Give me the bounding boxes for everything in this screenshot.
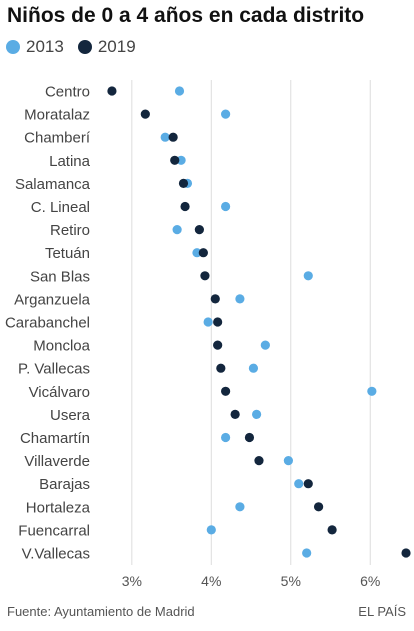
data-point-2013 [235,502,245,512]
data-point-2013 [260,340,270,350]
data-point-2019 [303,479,313,489]
data-point-2019 [194,225,204,235]
data-point-2013 [252,409,262,419]
legend: 2013 2019 [6,37,150,57]
chart-title: Niños de 0 a 4 años en cada distrito [7,4,365,27]
data-point-2019 [200,271,210,281]
data-point-2019 [313,502,324,512]
data-point-2013 [235,294,245,304]
category-label: Arganzuela [14,291,91,308]
data-point-2013 [302,548,312,558]
category-label: Chamartín [20,430,90,447]
category-label: Vicálvaro [29,384,90,401]
data-point-2019 [210,294,220,304]
category-label: Fuencarral [18,522,90,539]
x-tick-label: 3% [122,573,142,589]
data-point-2019 [198,248,208,258]
data-point-2019 [254,456,264,466]
data-point-2019 [401,548,411,558]
category-label: Chamberí [24,130,91,147]
data-point-2019 [244,432,255,443]
legend-dot-2013 [6,40,20,54]
data-point-2013 [174,86,185,96]
category-label: Usera [50,407,91,424]
data-point-2019 [178,178,189,188]
legend-dot-2019 [77,40,92,54]
data-point-2019 [107,86,117,96]
data-point-2019 [213,340,223,350]
category-label: C. Lineal [31,199,90,216]
data-point-2013 [203,317,213,327]
category-label: Barajas [39,476,90,493]
data-point-2019 [170,155,180,165]
category-label: V.Vallecas [22,546,90,563]
data-point-2019 [213,317,223,327]
category-label: Carabanchel [5,315,90,332]
category-label: Salamanca [15,176,91,193]
legend-label-2013: 2013 [26,37,64,56]
category-label: Moratalaz [24,107,90,124]
data-point-2013 [192,248,202,258]
category-label: San Blas [30,268,90,285]
category-label: Retiro [50,222,90,239]
data-point-2013 [367,386,377,396]
data-point-2013 [206,525,216,535]
data-point-2019 [180,201,190,212]
data-point-2013 [248,363,259,373]
category-label: Villaverde [24,453,90,470]
data-point-2019 [216,363,226,373]
category-label: P. Vallecas [18,361,90,378]
x-tick-label: 6% [360,573,380,589]
data-point-2013 [176,155,186,165]
data-point-2019 [230,409,240,419]
data-point-2013 [160,132,170,142]
data-point-2013 [221,201,231,212]
category-label: Centro [45,84,90,101]
brand-label: EL PAÍS [358,604,406,619]
source-note: Fuente: Ayuntamiento de Madrid [7,604,195,619]
dot-plot-chart: 3% 4% 5% 6% Centro Moratalaz Chamberí Latina Sal… [5,80,411,589]
data-point-2019 [140,109,150,119]
category-label: Hortaleza [26,499,91,516]
x-tick-label: 4% [201,573,221,589]
category-label: Tetuán [45,245,90,262]
data-point-2013 [303,271,313,281]
legend-item-2019: 2019 [77,37,136,57]
data-point-2013 [172,225,182,235]
data-point-2013 [221,109,231,119]
category-label: Moncloa [33,338,90,355]
x-tick-label: 5% [281,573,301,589]
category-label: Latina [49,153,91,170]
data-point-2013 [294,479,304,489]
legend-label-2019: 2019 [97,37,136,56]
data-point-2019 [221,386,231,396]
legend-item-2013: 2013 [6,37,64,57]
data-point-2013 [221,432,231,443]
data-point-2019 [168,132,178,142]
data-point-2019 [327,525,337,535]
data-point-2013 [283,456,293,466]
